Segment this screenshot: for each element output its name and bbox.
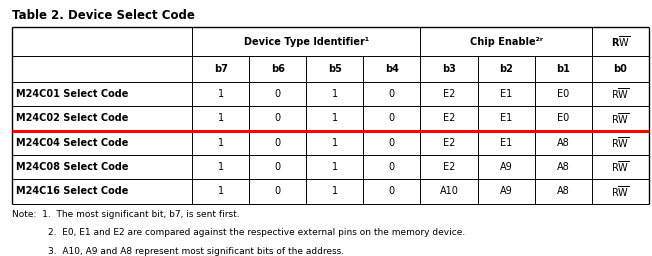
Text: Note:  1.  The most significant bit, b7, is sent first.: Note: 1. The most significant bit, b7, i… [12, 210, 239, 219]
Text: 0: 0 [274, 186, 281, 196]
Text: E2: E2 [443, 138, 455, 148]
Text: M24C16 Select Code: M24C16 Select Code [16, 186, 128, 196]
Text: A8: A8 [557, 162, 569, 172]
Text: A9: A9 [499, 162, 512, 172]
Text: M24C02 Select Code: M24C02 Select Code [16, 113, 128, 123]
Text: 2.  E0, E1 and E2 are compared against the respective external pins on the memor: 2. E0, E1 and E2 are compared against th… [48, 228, 465, 237]
Text: b6: b6 [271, 64, 285, 74]
Text: E2: E2 [443, 162, 455, 172]
Text: 1: 1 [332, 89, 338, 99]
Text: 3.  A10, A9 and A8 represent most significant bits of the address.: 3. A10, A9 and A8 represent most signifi… [48, 247, 344, 256]
Text: 0: 0 [274, 162, 281, 172]
Text: 0: 0 [389, 138, 395, 148]
Text: Table 2. Device Select Code: Table 2. Device Select Code [12, 9, 194, 22]
Text: E1: E1 [500, 138, 512, 148]
Text: 0: 0 [389, 113, 395, 123]
Text: b5: b5 [328, 64, 342, 74]
Text: R$\overline{\mathrm{W}}$: R$\overline{\mathrm{W}}$ [611, 87, 629, 101]
Text: 0: 0 [274, 138, 281, 148]
Text: b4: b4 [385, 64, 399, 74]
Text: E1: E1 [500, 89, 512, 99]
Text: 1: 1 [218, 186, 224, 196]
Text: 1: 1 [218, 89, 224, 99]
Text: 1: 1 [332, 186, 338, 196]
Text: 1: 1 [332, 138, 338, 148]
Text: R$\overline{\mathrm{W}}$: R$\overline{\mathrm{W}}$ [611, 135, 629, 150]
Text: b0: b0 [614, 64, 627, 74]
Text: R$\overline{\mathrm{W}}$: R$\overline{\mathrm{W}}$ [611, 111, 629, 126]
Text: 1: 1 [218, 138, 224, 148]
Text: 1: 1 [332, 113, 338, 123]
Text: A8: A8 [557, 186, 569, 196]
Text: 1: 1 [332, 162, 338, 172]
Text: M24C01 Select Code: M24C01 Select Code [16, 89, 128, 99]
Text: A9: A9 [499, 186, 512, 196]
Text: 0: 0 [389, 162, 395, 172]
Text: E0: E0 [557, 113, 569, 123]
Text: R$\overline{\mathrm{W}}$: R$\overline{\mathrm{W}}$ [611, 34, 630, 49]
Text: 1: 1 [218, 113, 224, 123]
Text: b7: b7 [214, 64, 228, 74]
Text: Device Type Identifier¹: Device Type Identifier¹ [244, 37, 369, 47]
Text: E2: E2 [443, 89, 455, 99]
Text: E0: E0 [557, 89, 569, 99]
Text: 0: 0 [389, 186, 395, 196]
Text: E1: E1 [500, 113, 512, 123]
Text: b2: b2 [499, 64, 513, 74]
Text: R$\overline{\mathrm{W}}$: R$\overline{\mathrm{W}}$ [611, 160, 629, 174]
Text: A10: A10 [439, 186, 458, 196]
Text: M24C04 Select Code: M24C04 Select Code [16, 138, 128, 148]
Text: b3: b3 [442, 64, 456, 74]
Text: E2: E2 [443, 113, 455, 123]
Text: 1: 1 [218, 162, 224, 172]
Text: M24C08 Select Code: M24C08 Select Code [16, 162, 128, 172]
Text: 0: 0 [389, 89, 395, 99]
Text: 0: 0 [274, 113, 281, 123]
Text: b1: b1 [556, 64, 570, 74]
Text: 0: 0 [274, 89, 281, 99]
Text: A8: A8 [557, 138, 569, 148]
Text: Chip Enable²ʳ: Chip Enable²ʳ [469, 37, 542, 47]
Text: R$\overline{\mathrm{W}}$: R$\overline{\mathrm{W}}$ [611, 184, 629, 199]
